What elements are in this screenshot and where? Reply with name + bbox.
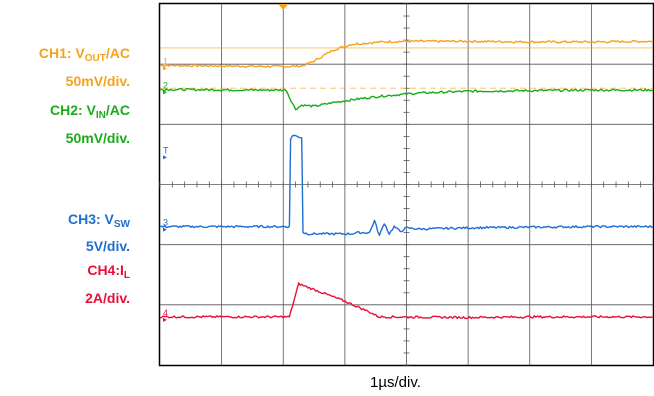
ch4-label-prefix: CH4:I (87, 262, 124, 278)
trace-ch2 (159, 87, 654, 111)
ch1-label-sub: OUT (84, 53, 106, 64)
channel-marker: 4 (163, 308, 168, 318)
ch3-scale: 5V/div. (85, 238, 130, 254)
channel-marker-arrow (163, 317, 167, 322)
channel-markers: 1 2 T 3 4 (163, 56, 169, 322)
channel-marker: 2 (163, 80, 168, 90)
channel-marker-arrow (163, 66, 167, 71)
trace-ch1 (159, 39, 654, 69)
cursor-lines (160, 47, 653, 89)
ch3-label-prefix: CH3: V (67, 211, 114, 227)
trigger-position-icon (278, 4, 289, 10)
ch2-label: CH2: VIN/AC (50, 102, 130, 121)
ch1-label: CH1: VOUT/AC (39, 45, 130, 64)
traces (159, 39, 654, 320)
channel-marker: T (163, 145, 169, 155)
ch4-label-sub: L (123, 270, 130, 281)
ch2-label-prefix: CH2: V (49, 102, 96, 118)
trace-ch3 (159, 134, 654, 237)
ch3-label-sub: SW (113, 219, 130, 230)
channel-marker-arrow (163, 90, 167, 95)
ch4-label: CH4:IL (87, 262, 130, 281)
channel-marker: 3 (163, 218, 168, 228)
ch4-scale: 2A/div. (85, 290, 130, 306)
ch1-label-suffix: /AC (105, 45, 130, 61)
ch2-label-sub: IN (95, 110, 106, 121)
channel-marker-arrow (163, 155, 167, 160)
grid (159, 3, 654, 366)
x-axis-label: 1µs/div. (370, 374, 421, 391)
ch2-label-suffix: /AC (105, 102, 130, 118)
channel-marker-arrow (163, 227, 167, 232)
channel-marker: 1 (163, 56, 168, 66)
trace-ch4 (159, 282, 654, 320)
ch1-label-prefix: CH1: V (38, 45, 85, 61)
ch2-scale: 50mV/div. (65, 130, 130, 146)
ch3-label: CH3: VSW (68, 211, 130, 230)
ch1-scale: 50mV/div. (65, 73, 130, 89)
